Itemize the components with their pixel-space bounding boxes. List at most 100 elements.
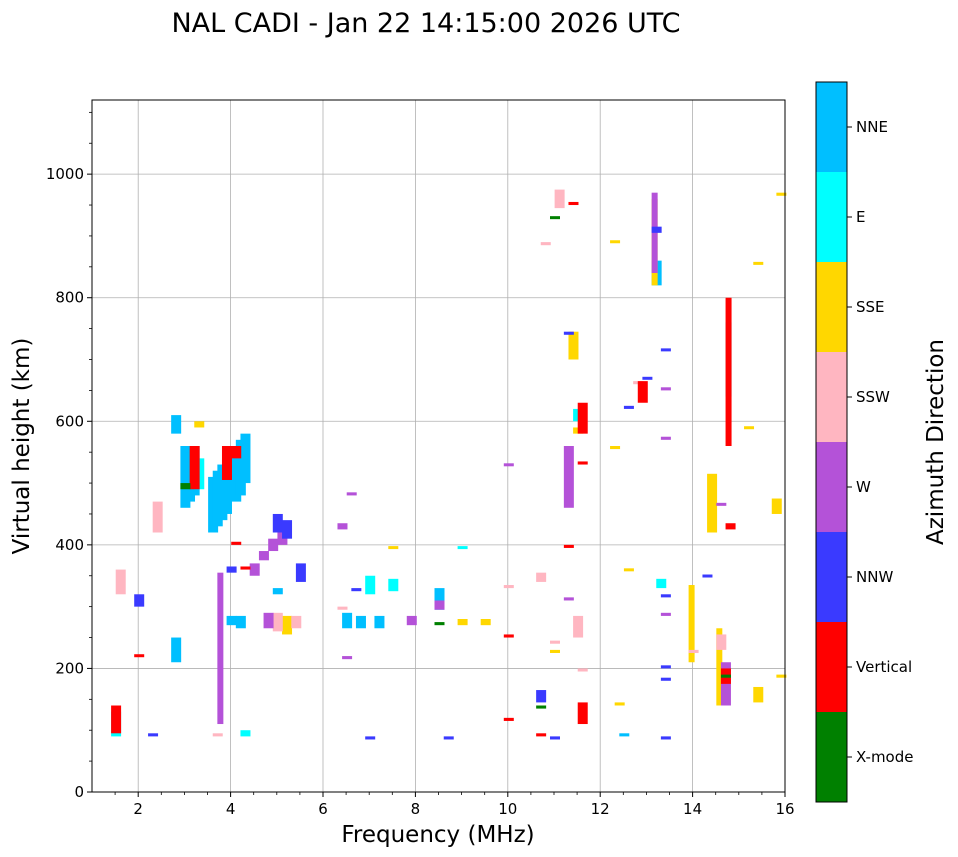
echo-trace [434, 588, 445, 610]
plot-background [92, 100, 785, 792]
y-tick-label: 0 [74, 783, 84, 801]
echo-trace [148, 733, 159, 737]
echo-trace [295, 563, 306, 582]
echo-trace [212, 733, 223, 737]
echo-trace [272, 588, 283, 595]
colorbar: X-mode Vertical NNW W SSW SSE E NNE [815, 81, 913, 803]
echo-trace [249, 563, 260, 576]
echo-trace [134, 654, 145, 658]
x-axis-label: Frequency (MHz) [341, 822, 534, 848]
echo-trace [480, 619, 491, 626]
echo-trace [660, 348, 671, 352]
echo-trace [776, 674, 787, 678]
y-tick-label: 400 [55, 536, 84, 554]
y-axis-label: Virtual height (km) [9, 338, 35, 555]
echo-trace [503, 717, 514, 721]
x-axis-ticks: 2 4 6 8 10 12 14 16 [114, 792, 795, 818]
echo-trace [217, 572, 224, 725]
y-tick-label: 1000 [46, 165, 84, 183]
echo-trace [651, 226, 662, 233]
echo-trace [231, 446, 242, 459]
echo-trace [563, 331, 574, 335]
echo-trace [189, 446, 200, 490]
echo-trace [180, 483, 191, 490]
x-tick-label: 6 [318, 800, 328, 818]
echo-trace [268, 538, 279, 552]
echo-trace [258, 551, 269, 561]
x-tick-label: 10 [498, 800, 517, 818]
echo-trace [434, 600, 445, 610]
echo-trace [282, 520, 293, 539]
echo-trace [660, 612, 671, 616]
colorbar-tick-label: E [856, 208, 865, 226]
echo-trace [536, 705, 547, 709]
echo-trace [406, 615, 417, 626]
colorbar-tick-label: NNW [856, 568, 893, 586]
x-tick-label: 2 [133, 800, 143, 818]
y-tick-label: 800 [55, 289, 84, 307]
series-x-mode [180, 216, 731, 709]
echo-trace [291, 615, 302, 629]
colorbar-segment-nne [816, 82, 847, 172]
echo-trace [226, 566, 237, 573]
echo-trace [753, 686, 764, 703]
echo-trace [637, 381, 648, 403]
colorbar-segment-e [816, 172, 847, 262]
colorbar-segment-sse [816, 262, 847, 352]
echo-trace [240, 730, 251, 737]
series-nnw [134, 226, 713, 740]
echo-trace [503, 585, 514, 589]
colorbar-segment-w [816, 442, 847, 532]
echo-trace [550, 649, 560, 653]
echo-trace [744, 426, 755, 430]
echo-trace [642, 376, 653, 380]
echo-trace [194, 421, 205, 428]
x-tick-label: 4 [226, 800, 236, 818]
echo-trace [554, 189, 565, 209]
echo-trace [660, 677, 671, 681]
echo-trace [272, 513, 283, 533]
echo-trace [577, 402, 588, 434]
y-tick-label: 600 [55, 412, 84, 430]
echo-trace [563, 597, 574, 601]
echo-trace [536, 733, 547, 737]
echo-trace [660, 665, 671, 669]
echo-trace [725, 297, 732, 446]
echo-trace [443, 736, 454, 740]
echo-trace [171, 415, 182, 434]
echo-trace [134, 594, 145, 607]
echo-trace [753, 261, 764, 265]
echo-trace [457, 619, 468, 626]
echo-trace [623, 405, 634, 409]
echo-trace [660, 436, 671, 440]
echo-trace [550, 736, 560, 740]
echo-trace [240, 433, 251, 484]
echo-trace [351, 588, 362, 592]
x-tick-label: 8 [411, 800, 421, 818]
echo-trace [152, 501, 163, 533]
colorbar-tick-label: NNE [856, 118, 888, 136]
echo-trace [716, 634, 727, 650]
echo-trace [263, 612, 274, 629]
echo-trace [619, 733, 630, 737]
chart-title: NAL CADI - Jan 22 14:15:00 2026 UTC [171, 8, 680, 39]
echo-trace [365, 736, 376, 740]
echo-trace [623, 568, 634, 572]
echo-trace [660, 594, 671, 598]
echo-trace [550, 216, 560, 220]
echo-trace [337, 606, 348, 610]
echo-trace [221, 458, 232, 514]
echo-trace [540, 242, 551, 246]
echo-trace [568, 331, 579, 360]
x-tick-label: 16 [775, 800, 794, 818]
echo-trace [365, 575, 376, 595]
echo-trace [231, 541, 242, 545]
echo-trace [503, 463, 514, 467]
echo-trace [457, 546, 468, 550]
echo-trace [536, 690, 547, 703]
echo-trace [688, 649, 699, 653]
echo-trace [577, 461, 588, 465]
echo-trace [563, 544, 574, 548]
echo-trace [388, 546, 399, 550]
